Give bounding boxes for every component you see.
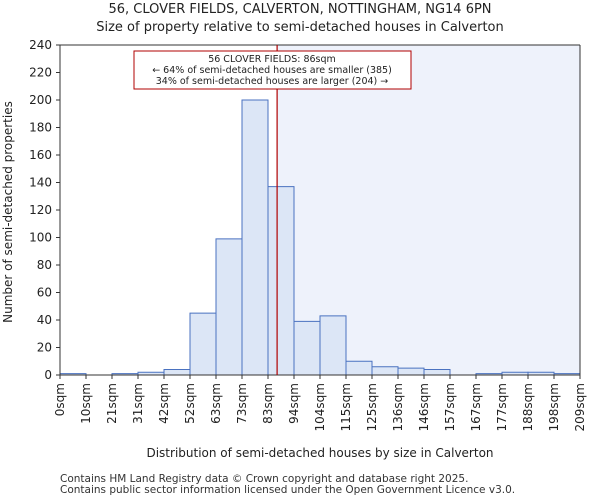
footer-licence: Contains public sector information licen… [60, 484, 516, 496]
histogram-bar [345, 360, 373, 376]
x-axis-label: Distribution of semi-detached houses by … [146, 446, 493, 460]
x-tick-label: 146sqm [417, 383, 431, 431]
x-tick-label: 136sqm [391, 383, 405, 431]
y-tick-label: 100 [29, 231, 52, 245]
y-tick-label: 80 [37, 258, 52, 272]
y-tick-label: 200 [29, 93, 52, 107]
x-tick-label: 125sqm [365, 383, 379, 431]
x-tick-label: 209sqm [573, 383, 587, 431]
histogram-bar [423, 369, 451, 376]
y-tick-label: 220 [29, 66, 52, 80]
y-tick-label: 40 [37, 313, 52, 327]
annotation-line-3: 34% of semi-detached houses are larger (… [156, 76, 389, 87]
histogram-chart: 0 20 40 60 80 100 120 140 160 180 200 220 240 0sqm 10s… [1, 38, 587, 460]
y-tick-label: 140 [29, 176, 52, 190]
x-tick-label: 42sqm [157, 383, 171, 424]
annotation-line-1: 56 CLOVER FIELDS: 86sqm [208, 54, 336, 65]
x-tick-label: 94sqm [287, 383, 301, 424]
y-tick-label: 20 [37, 341, 52, 355]
footer-copyright: Contains HM Land Registry data © Crown c… [60, 473, 469, 485]
histogram-bar [319, 315, 347, 376]
x-tick-label: 167sqm [469, 383, 483, 431]
y-tick-label: 0 [44, 368, 52, 382]
y-tick-label: 180 [29, 121, 52, 135]
x-tick-label: 188sqm [521, 383, 535, 431]
histogram-bar [267, 186, 295, 376]
histogram-bar [371, 366, 399, 376]
histogram-bar [163, 369, 191, 376]
y-tick-label: 240 [29, 38, 52, 52]
y-tick-label: 160 [29, 148, 52, 162]
chart-title: 56, CLOVER FIELDS, CALVERTON, NOTTINGHAM… [108, 2, 492, 17]
y-axis-label: Number of semi-detached properties [1, 101, 15, 323]
x-tick-label: 104sqm [313, 383, 327, 431]
x-tick-label: 115sqm [339, 383, 353, 431]
x-tick-label: 21sqm [105, 383, 119, 424]
x-tick-label: 52sqm [183, 383, 197, 424]
x-tick-label: 73sqm [235, 383, 249, 424]
x-tick-label: 31sqm [131, 383, 145, 424]
x-tick-label: 0sqm [53, 383, 67, 416]
histogram-bar [293, 320, 321, 376]
x-tick-label: 63sqm [209, 383, 223, 424]
annotation-box [133, 50, 412, 90]
histogram-bar [397, 367, 425, 376]
x-tick-label: 83sqm [261, 383, 275, 424]
histogram-bar [241, 99, 269, 376]
histogram-bar [215, 238, 243, 376]
x-tick-label: 10sqm [79, 383, 93, 424]
x-tick-label: 198sqm [547, 383, 561, 431]
histogram-bar [189, 312, 217, 376]
y-tick-label: 60 [37, 286, 52, 300]
y-tick-label: 120 [29, 203, 52, 217]
x-tick-label: 177sqm [495, 383, 509, 431]
annotation-line-2: ← 64% of semi-detached houses are smalle… [152, 65, 392, 76]
x-tick-label: 157sqm [443, 383, 457, 431]
chart-subtitle: Size of property relative to semi-detach… [96, 20, 504, 35]
